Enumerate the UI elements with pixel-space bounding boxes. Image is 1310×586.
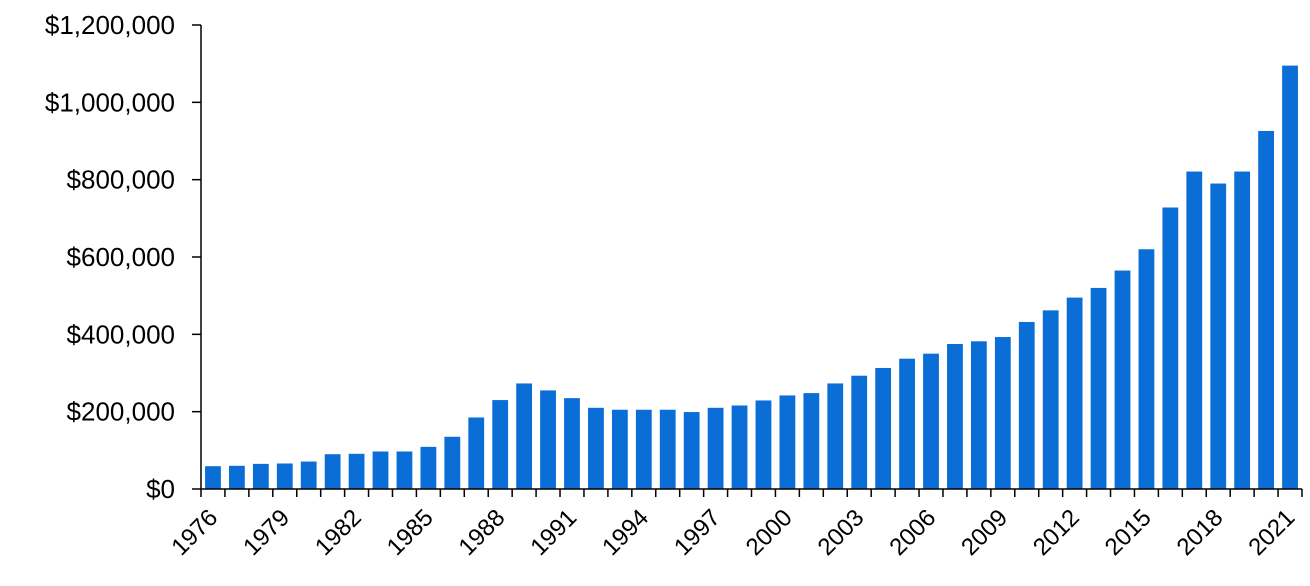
bar-2007 [947,344,963,489]
bar-2009 [994,337,1011,489]
bar-1983 [372,451,389,489]
x-tick-label: 1991 [525,504,582,561]
bar-2003 [851,375,868,489]
y-tick-label: $1,200,000 [45,10,175,40]
bar-2015 [1138,249,1155,489]
bar-1985 [420,446,437,489]
bar-2008 [970,341,987,489]
bar-1998 [731,405,748,489]
x-tick-label: 2000 [741,504,798,561]
bar-1994 [635,409,652,489]
y-tick-label: $1,000,000 [45,87,175,117]
x-tick-label: 2003 [813,504,870,561]
bar-1976 [205,466,221,489]
bar-1987 [468,417,485,489]
x-tick-label: 1988 [454,504,511,561]
bar-1999 [755,400,772,489]
bar-2010 [1018,321,1035,489]
bar-1992 [588,407,604,489]
bar-1977 [229,465,245,489]
x-ticks-group: 1976 1979 1982 1985 1988 1991 1994 1997 2000 2003… [166,489,1303,561]
bar-2014 [1114,270,1131,489]
bar-2013 [1090,287,1107,489]
bar-1991 [564,398,580,489]
x-tick-label: 1976 [166,504,223,561]
bar-2019 [1234,171,1251,490]
bar-2005 [899,358,915,489]
bar-1996 [683,412,700,489]
bar-2012 [1066,297,1083,489]
bar-1990 [540,390,556,489]
bar-1986 [444,436,461,489]
x-tick-label: 2009 [956,504,1013,561]
y-tick-label: $0 [146,474,175,504]
x-tick-label: 2015 [1100,504,1157,561]
bar-2021 [1282,65,1298,489]
bar-2000 [779,395,796,489]
bar-1979 [276,463,293,489]
bar-2017 [1186,171,1203,490]
x-tick-label: 2012 [1028,504,1085,561]
bar-1984 [396,451,413,489]
bar-2020 [1258,130,1274,489]
bars-group [205,65,1298,490]
x-tick-label: 1994 [597,504,654,561]
bar-1988 [492,400,509,489]
y-tick-label: $800,000 [67,165,175,195]
y-tick-label: $600,000 [67,242,175,272]
axes-group [200,25,1302,490]
bar-1993 [611,409,628,489]
bar-1997 [707,407,724,489]
y-ticks-group: $0 $200,000 $400,000 $600,000 $800,000 $1,000… [45,10,201,504]
bar-2001 [803,393,820,489]
bar-2016 [1162,207,1179,489]
x-tick-label: 2018 [1172,504,1229,561]
bar-2018 [1210,183,1227,489]
x-tick-label: 1997 [669,504,726,561]
bar-2004 [875,367,892,489]
y-tick-label: $200,000 [67,397,175,427]
bar-1980 [300,461,317,489]
bar-2011 [1042,310,1059,489]
bar-2002 [827,383,844,489]
y-tick-label: $400,000 [67,319,175,349]
x-tick-label: 2021 [1243,504,1300,561]
x-tick-label: 1985 [382,504,439,561]
bar-1982 [348,453,365,489]
x-tick-label: 1979 [238,504,295,561]
bar-1981 [324,454,341,489]
x-tick-label: 2006 [884,504,941,561]
bar-2006 [923,353,939,489]
bar-1989 [516,383,533,489]
bar-1978 [252,463,269,489]
x-tick-label: 1982 [310,504,367,561]
bar-1995 [659,409,676,489]
